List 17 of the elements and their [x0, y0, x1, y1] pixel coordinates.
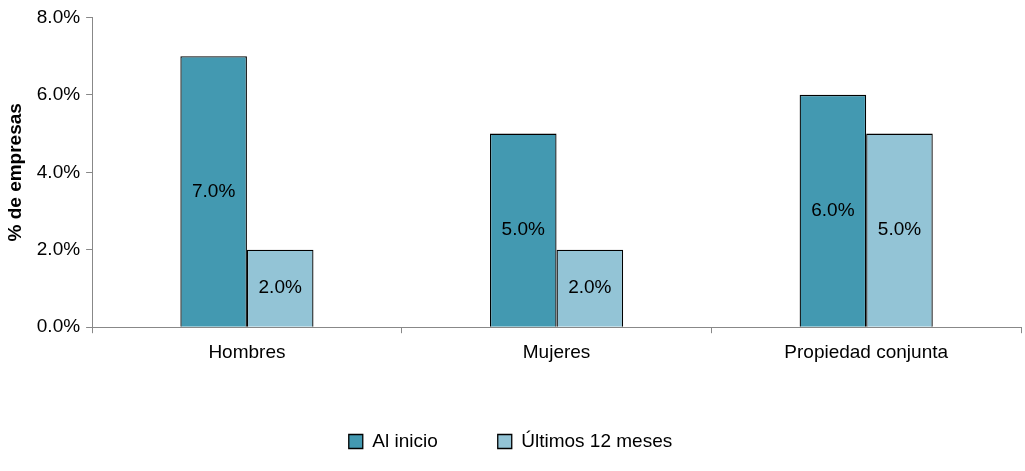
y-tick-label: 4.0% [36, 160, 81, 182]
y-axis-title: % de empresas [3, 103, 25, 242]
x-tick-label: Mujeres [522, 340, 591, 362]
data-label: 5.0% [501, 218, 546, 240]
y-tick-label: 6.0% [36, 83, 81, 105]
data-label: 2.0% [258, 276, 302, 298]
legend-label: Al inicio [372, 429, 438, 451]
data-label: 2.0% [568, 276, 612, 298]
y-tick-label: 0.0% [36, 315, 81, 337]
data-label: 5.0% [877, 218, 922, 240]
data-label: 7.0% [191, 179, 236, 201]
y-tick-label: 2.0% [36, 237, 81, 259]
data-label: 6.0% [811, 199, 855, 221]
y-tick-label: 8.0% [36, 5, 81, 27]
legend-label: Últimos 12 meses [521, 429, 673, 451]
x-tick-label: Propiedad conjunta [784, 340, 949, 362]
x-tick-label: Hombres [208, 340, 286, 362]
